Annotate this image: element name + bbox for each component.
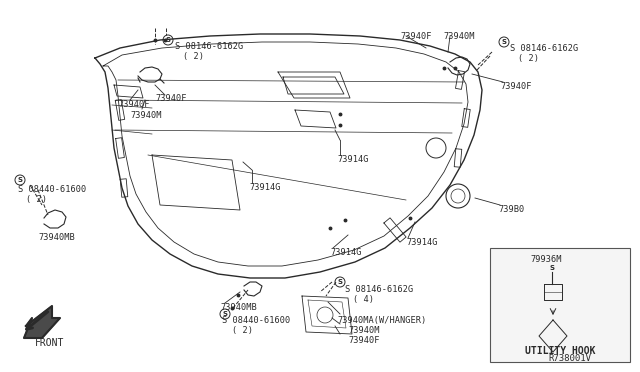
- Text: FRONT: FRONT: [35, 338, 65, 348]
- Text: ( 4): ( 4): [353, 295, 374, 304]
- Text: 739B0: 739B0: [498, 205, 524, 214]
- Text: ( 2): ( 2): [183, 52, 204, 61]
- Text: 73940MB: 73940MB: [38, 233, 75, 242]
- Text: 73940F: 73940F: [400, 32, 431, 41]
- Text: S 08146-6162G: S 08146-6162G: [345, 285, 413, 294]
- Text: 73940M: 73940M: [348, 326, 380, 335]
- Text: 73914G: 73914G: [406, 238, 438, 247]
- Text: S: S: [550, 265, 554, 271]
- Text: 73940F: 73940F: [348, 336, 380, 345]
- Text: R738001V: R738001V: [548, 354, 591, 363]
- Text: 73940F: 73940F: [118, 100, 150, 109]
- Text: S: S: [337, 279, 342, 285]
- Text: 73940F: 73940F: [155, 94, 186, 103]
- Text: S 08146-6162G: S 08146-6162G: [175, 42, 243, 51]
- Text: UTILITY HOOK: UTILITY HOOK: [525, 346, 595, 356]
- Text: 73914G: 73914G: [249, 183, 280, 192]
- Text: 73940M: 73940M: [443, 32, 474, 41]
- Text: S 08146-6162G: S 08146-6162G: [510, 44, 579, 53]
- Text: ( 2): ( 2): [26, 195, 47, 204]
- Text: S: S: [502, 39, 506, 45]
- Text: ( 2): ( 2): [518, 54, 539, 63]
- Text: 73914G: 73914G: [330, 248, 362, 257]
- Text: S: S: [17, 177, 22, 183]
- Text: 73940F: 73940F: [500, 82, 531, 91]
- Text: 73940MA(W/HANGER): 73940MA(W/HANGER): [337, 316, 426, 325]
- Text: 73914G: 73914G: [337, 155, 369, 164]
- Text: S: S: [223, 311, 227, 317]
- Polygon shape: [24, 306, 60, 338]
- Text: 73940M: 73940M: [130, 111, 161, 120]
- Text: 79936M: 79936M: [530, 255, 561, 264]
- Bar: [490, 248, 630, 362]
- Text: S: S: [166, 37, 170, 43]
- Text: 73940MB: 73940MB: [220, 303, 257, 312]
- Text: ( 2): ( 2): [232, 326, 253, 335]
- Text: S 08440-61600: S 08440-61600: [18, 185, 86, 194]
- Text: S 08440-61600: S 08440-61600: [222, 316, 291, 325]
